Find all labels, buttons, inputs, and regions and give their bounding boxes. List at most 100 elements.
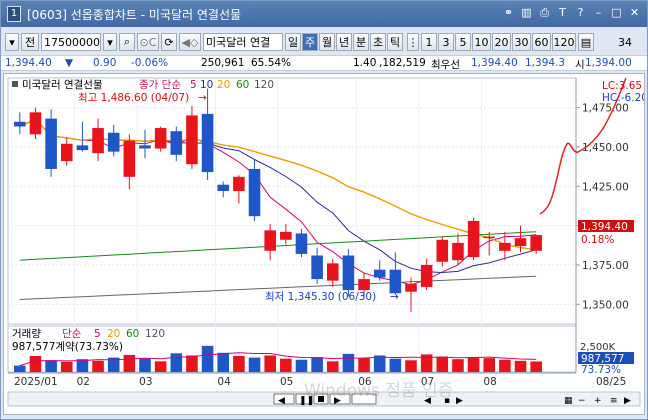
period-tick[interactable]: 틱 <box>387 33 403 51</box>
volume-ma-label: 단순 <box>62 328 82 340</box>
stop-icon <box>318 396 324 402</box>
ma-120-label: 120 <box>254 79 274 91</box>
volume-bar <box>358 358 370 372</box>
volume-axis-label: 2,500K <box>580 342 616 353</box>
volume-bar <box>45 360 57 372</box>
vol-ma-120-label: 120 <box>145 328 165 340</box>
period-year[interactable]: 년 <box>336 33 352 51</box>
volume-bar <box>436 356 449 372</box>
period-second[interactable]: 초 <box>370 33 386 51</box>
period-week[interactable]: 주 <box>302 33 318 51</box>
code-input[interactable]: 17500000 <box>41 33 101 51</box>
candle-body <box>107 132 120 152</box>
interval-3[interactable]: 3 <box>438 33 454 51</box>
best-ask-label: 최우선 <box>431 59 460 71</box>
volume-bar <box>420 354 433 372</box>
jeon-button[interactable]: 전 <box>21 33 39 51</box>
title-bar: 1 [0603] 선옵종합차트 - 미국달러 연결선물 ⚭ ▥ ⎙ T ? – … <box>1 1 647 27</box>
speaker-icon[interactable]: ◀◇ <box>179 33 201 51</box>
help-icon[interactable]: ? <box>577 6 584 19</box>
count-input[interactable]: 34 <box>618 35 632 49</box>
name-display: 미국달러 연결 <box>203 33 283 51</box>
volume-bar <box>483 358 496 372</box>
zoom-in-icon[interactable]: ▶ <box>456 396 463 406</box>
candlestick-chart[interactable]: 1,350.001,375.001,400.001,425.001,450.00… <box>4 74 648 414</box>
period-day[interactable]: 일 <box>285 33 301 51</box>
interval-30[interactable]: 30 <box>512 33 531 51</box>
grid-icon[interactable]: ▦ <box>564 396 573 406</box>
maximize-icon[interactable]: □ <box>611 6 622 19</box>
candle-body <box>530 235 542 251</box>
candle-body <box>186 115 198 165</box>
zoom-out-icon[interactable]: ◀ <box>424 396 431 406</box>
chart-type-icon[interactable]: ▥ <box>521 6 532 19</box>
option-icon[interactable]: ⊙C <box>137 33 159 51</box>
candle-body <box>170 131 183 155</box>
candle-body <box>358 279 370 291</box>
x-tick-label: 08/25 <box>596 376 626 388</box>
candle-body <box>76 145 89 151</box>
volume-bar <box>326 361 339 372</box>
zoom-slider[interactable] <box>351 393 377 405</box>
settings-icon[interactable]: ▤ <box>578 33 594 51</box>
open-label: 시 <box>575 59 585 71</box>
print-icon[interactable]: ⎙ <box>540 6 549 19</box>
interval-5[interactable]: 5 <box>455 33 471 51</box>
interval-20[interactable]: 20 <box>492 33 511 51</box>
candle-body <box>248 168 261 217</box>
pause-icon: ❚❚ <box>299 396 314 406</box>
zoom-reduce-icon[interactable]: − <box>578 396 586 406</box>
period-minute[interactable]: 분 <box>353 33 369 51</box>
volume-legend: 거래량 단순 5 20 60 120 <box>12 328 165 340</box>
scroll-right-button[interactable] <box>329 393 351 405</box>
volume-bar <box>107 357 120 372</box>
volume-bar <box>186 355 198 372</box>
candle-body <box>483 236 496 239</box>
annotation-stroke <box>539 77 627 215</box>
volume-bar <box>92 360 104 372</box>
high-arrow-icon: → <box>198 92 207 104</box>
scroll-left-button[interactable] <box>273 393 295 405</box>
x-tick-label: 05 <box>280 376 293 388</box>
volume-tag-text: 987,577 <box>581 353 624 365</box>
best-ask-price: 1,394.40 <box>471 57 518 69</box>
high-price-label: 최고 1,486.60 (04/07) <box>78 92 189 104</box>
hc-label: HC:-6.20 <box>602 92 644 104</box>
dropdown-icon[interactable]: ▾ <box>5 33 19 51</box>
candle-body <box>467 220 480 258</box>
period-month[interactable]: 월 <box>319 33 335 51</box>
volume-bar <box>499 359 511 372</box>
pause-button[interactable] <box>295 393 313 405</box>
volume-panel-title: 거래량 <box>12 328 41 340</box>
marker-icon[interactable]: ▪ <box>444 396 450 406</box>
interval-60[interactable]: 60 <box>532 33 551 51</box>
link-icon[interactable]: ⚭ <box>503 6 514 19</box>
refresh-icon[interactable]: ⟳ <box>161 33 177 51</box>
candle-body <box>29 112 42 135</box>
zoom-add-icon[interactable]: + <box>594 396 602 406</box>
interval-120[interactable]: 120 <box>552 33 576 51</box>
candle-body <box>452 242 464 261</box>
y-tick-label: 1,450.00 <box>582 142 629 154</box>
chart-area[interactable]: 1,350.001,375.001,400.001,425.001,450.00… <box>3 73 648 415</box>
volume-bar <box>295 359 308 372</box>
candle-body <box>389 269 402 294</box>
interval-1[interactable]: 1 <box>421 33 437 51</box>
x-tick-label: 2025/01 <box>14 376 58 388</box>
panel-menu-icon[interactable] <box>12 81 18 87</box>
app-icon[interactable]: 1 <box>7 6 21 22</box>
separator-icon: ⋮ <box>407 33 419 51</box>
close-icon[interactable]: ✕ <box>629 6 640 19</box>
code-dropdown-icon[interactable]: ▾ <box>103 33 117 51</box>
volume-bar <box>154 361 167 372</box>
expand-icon[interactable]: ▶ <box>624 396 631 406</box>
low-price-label: 최저 1,345.30 (06/30) <box>265 291 376 303</box>
x-tick-label: 03 <box>139 376 152 388</box>
text-icon[interactable]: T <box>559 6 566 19</box>
volume-bar <box>342 353 355 372</box>
search-icon[interactable]: ⌕ <box>119 33 135 51</box>
list-icon[interactable]: ≡ <box>610 396 618 406</box>
candle-body <box>499 242 511 251</box>
interval-10[interactable]: 10 <box>472 33 491 51</box>
minimize-icon[interactable]: – <box>595 6 602 19</box>
